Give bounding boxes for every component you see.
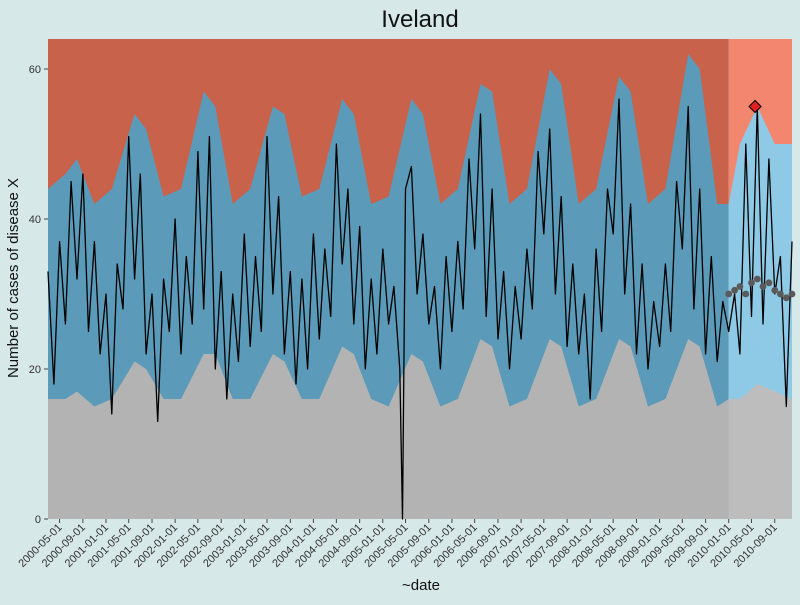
forecast-point (765, 279, 773, 287)
low-zone-prediction (728, 384, 792, 519)
low-zone-training (48, 339, 729, 519)
forecast-point (759, 283, 767, 290)
y-tick-label: 40 (29, 214, 41, 226)
plot-area (47, 39, 796, 520)
forecast-point (725, 290, 733, 298)
y-axis-label: Number of cases of disease X (5, 178, 22, 378)
y-tick-label: 20 (29, 364, 41, 376)
observed-cases-line (47, 98, 793, 520)
y-tick-label: 0 (35, 514, 41, 526)
forecast-point (777, 290, 784, 298)
chart-title: Iveland (381, 6, 458, 33)
forecast-point (736, 283, 744, 290)
forecast-point (753, 275, 761, 283)
alert-marker (748, 99, 762, 114)
forecast-point (771, 286, 779, 294)
forecast-point (788, 290, 796, 298)
forecast-point (748, 279, 755, 287)
y-axis: 0 20 40 60 (29, 64, 48, 526)
x-axis-label: ~date (402, 577, 440, 594)
forecast-point (782, 294, 790, 302)
y-tick-label: 60 (29, 64, 41, 76)
zone-training (48, 39, 729, 519)
forecast-point (742, 290, 750, 298)
high-zone-training (48, 39, 729, 204)
forecast-point (731, 286, 738, 294)
x-axis: 2000-05-012000-09-012001-01-012001-05-01… (16, 519, 780, 570)
high-zone-prediction (728, 39, 792, 204)
zone-prediction (728, 39, 792, 519)
